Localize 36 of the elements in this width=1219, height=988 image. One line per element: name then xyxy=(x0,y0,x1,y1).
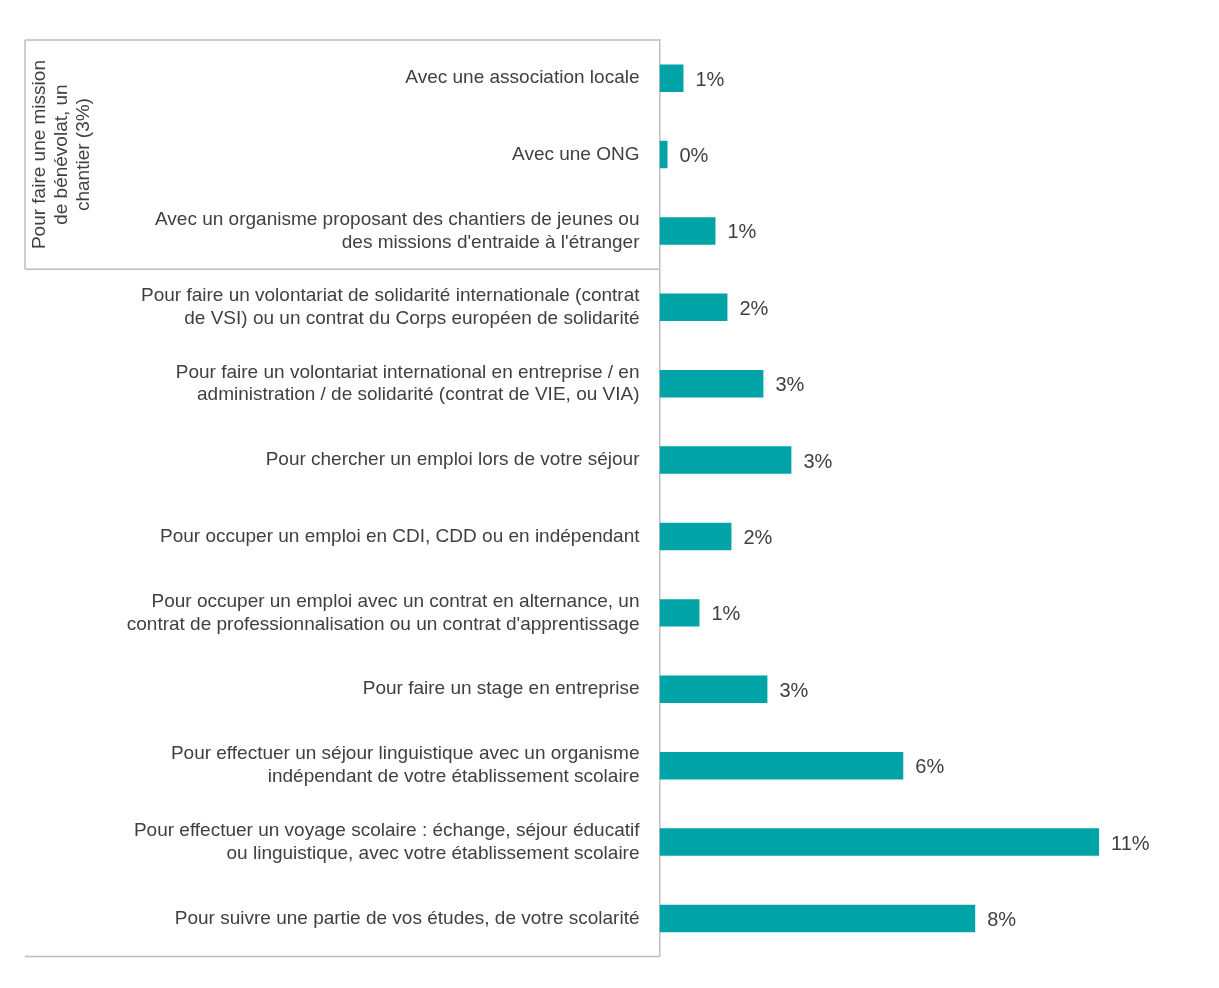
bar xyxy=(659,369,764,398)
data-label: 1% xyxy=(695,67,725,90)
data-label: 8% xyxy=(987,907,1017,930)
text: Pour faire une mission de bénévolat, un chantier (3%) xyxy=(28,60,94,250)
y-tick-label: Pour chercher un emploi lors de votre séjour xyxy=(265,448,641,470)
data-label: 0% xyxy=(679,144,709,167)
data-label: 2% xyxy=(739,296,769,319)
data-label: 3% xyxy=(779,678,809,701)
bar xyxy=(659,751,904,780)
y-tick-label: Pour occuper un emploi avec un contrat en alternance, un contrat de professionnalisation ou un contrat d'apprentissage xyxy=(126,589,640,634)
bar xyxy=(659,217,716,245)
data-label: 2% xyxy=(743,526,773,549)
y-tick-label: Pour faire un volontariat de solidarité internationale (contrat de VSI) ou un contrat du Corps européen de solidarité xyxy=(140,284,641,328)
bar xyxy=(659,904,976,933)
y-tick-label: Pour occuper un emploi en CDI, CDD ou en indépendant xyxy=(159,524,641,546)
y-tick-label: Pour faire un volontariat international en entreprise / en administration / de solidarité (contrat de VIE, ou VIA) xyxy=(175,360,640,405)
y-tick-label: Pour suivre une partie de vos études, de votre scolarité xyxy=(174,906,640,928)
bar xyxy=(659,828,1100,856)
data-label: 1% xyxy=(727,220,757,243)
y-tick-label: Pour effectuer un voyage scolaire : échange, séjour éducatif ou linguistique, avec votre établissement scolaire xyxy=(133,818,641,863)
bar xyxy=(659,522,732,551)
bar xyxy=(659,675,768,704)
data-label: 1% xyxy=(711,602,741,625)
bar xyxy=(659,64,684,92)
data-label: 3% xyxy=(775,373,805,396)
y-tick-label: Avec une association locale xyxy=(405,66,640,88)
y-tick-label: Avec une ONG xyxy=(512,142,640,164)
y-tick-label: Avec un organisme proposant des chantiers de jeunes ou des missions d'entraide à l'étranger xyxy=(155,207,641,252)
bar xyxy=(659,599,700,627)
data-label: 6% xyxy=(915,755,945,778)
bar xyxy=(659,446,792,474)
y-tick-label: Pour effectuer un séjour linguistique avec un organisme indépendant de votre établissement scolaire xyxy=(170,742,640,787)
data-label: 11% xyxy=(1111,831,1150,854)
bar xyxy=(659,293,728,322)
data-label: 3% xyxy=(803,449,833,472)
y-tick-label: Pour faire un stage en entreprise xyxy=(362,677,640,699)
